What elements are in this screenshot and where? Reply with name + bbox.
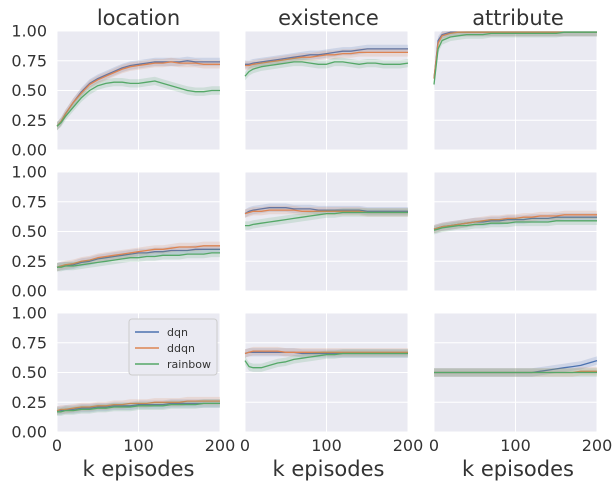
subplot-r2-c1: 0 100 200 xyxy=(240,312,424,455)
ytick-label: 0.75 xyxy=(11,333,47,352)
band-rainbow xyxy=(57,399,220,416)
series-line-rainbow xyxy=(57,402,220,413)
ytick-label: 1.00 xyxy=(11,163,47,182)
series-line-ddqn xyxy=(56,400,220,412)
xtick-label: 200 xyxy=(205,436,236,455)
series-line-dqn xyxy=(57,402,220,412)
subplot-grid: 0.00 0.25 0.50 0.75 1.00 0.00 0.25 0.50 0.75 1.00… xyxy=(11,22,612,456)
ytick-label: 0.50 xyxy=(11,81,47,100)
series-line-rainbow xyxy=(244,352,408,369)
subplot-r0-c2 xyxy=(433,30,598,151)
series-line-ddqn xyxy=(433,214,597,230)
xlabel-col-0: k episodes xyxy=(83,457,195,481)
band-ddqn xyxy=(245,48,408,70)
ytick-label: 0.50 xyxy=(11,363,47,382)
band-rainbow xyxy=(245,349,408,372)
series-line-rainbow xyxy=(57,252,220,268)
band-rainbow xyxy=(245,208,408,230)
series-line-ddqn xyxy=(245,51,408,67)
band-dqn xyxy=(434,356,597,377)
band-rainbow xyxy=(57,76,220,131)
subplot-r1-c0: 0.00 0.25 0.50 0.75 1.00 xyxy=(11,163,221,301)
band-dqn xyxy=(245,44,408,69)
xtick-label: 0 xyxy=(52,436,62,455)
series-line-rainbow xyxy=(433,31,597,85)
series-line-dqn xyxy=(56,248,220,268)
series-line-dqn xyxy=(245,48,408,65)
series-line-rainbow xyxy=(56,80,220,127)
band-ddqn xyxy=(434,31,597,83)
band-dqn xyxy=(434,213,597,234)
ytick-label: 1.00 xyxy=(11,22,47,41)
column-title-attribute: attribute xyxy=(472,6,564,30)
band-ddqn xyxy=(57,241,220,272)
subplot-r2-c2: 0 100 200 xyxy=(429,312,612,455)
column-title-existence: existence xyxy=(278,6,379,30)
ytick-label: 0.50 xyxy=(11,222,47,241)
band-ddqn xyxy=(57,57,220,131)
ytick-label: 0.75 xyxy=(11,51,47,70)
series-line-rainbow xyxy=(245,211,408,227)
ytick-label: 0.75 xyxy=(11,192,47,211)
subplot-r0-c0: 0.00 0.25 0.50 0.75 1.00 xyxy=(11,22,221,160)
xtick-label: 200 xyxy=(393,436,424,455)
band-dqn xyxy=(434,31,597,83)
xlabel-col-2: k episodes xyxy=(462,457,574,481)
band-dqn xyxy=(57,56,220,131)
ytick-label: 0.25 xyxy=(11,252,47,271)
xtick-label: 0 xyxy=(429,436,439,455)
subplot-r0-c1 xyxy=(244,30,409,151)
xtick-label: 100 xyxy=(123,436,154,455)
band-dqn xyxy=(57,245,220,272)
xtick-label: 0 xyxy=(240,436,250,455)
xtick-label: 100 xyxy=(311,436,342,455)
legend-label-ddqn: ddqn xyxy=(167,342,195,355)
series-line-ddqn xyxy=(244,350,408,355)
ytick-label: 0.00 xyxy=(11,423,47,442)
series-line-rainbow xyxy=(244,61,409,77)
series-line-ddqn xyxy=(56,61,220,127)
subplot-r1-c2 xyxy=(433,171,598,292)
series-line-dqn xyxy=(244,207,408,215)
subplot-r1-c1 xyxy=(244,171,409,292)
xtick-label: 200 xyxy=(582,436,612,455)
legend-label-dqn: dqn xyxy=(167,326,188,339)
xtick-label: 100 xyxy=(500,436,531,455)
xlabel-col-1: k episodes xyxy=(273,457,385,481)
series-line-ddqn xyxy=(56,245,220,268)
subplot-r2-c0: 0.00 0.25 0.50 0.75 1.00 0 100 200 dqn ddqn rainbo… xyxy=(11,304,235,456)
series-line-rainbow xyxy=(433,220,597,231)
ytick-label: 0.25 xyxy=(11,393,47,412)
ytick-label: 0.25 xyxy=(11,111,47,130)
legend-label-rainbow: rainbow xyxy=(167,358,211,371)
band-rainbow xyxy=(57,248,220,272)
legend: dqn ddqn rainbow xyxy=(128,318,218,376)
legend-box xyxy=(128,318,218,376)
ytick-label: 1.00 xyxy=(11,304,47,323)
ytick-label: 0.00 xyxy=(11,141,47,160)
ytick-label: 0.00 xyxy=(11,282,47,301)
column-title-location: location xyxy=(97,6,180,30)
